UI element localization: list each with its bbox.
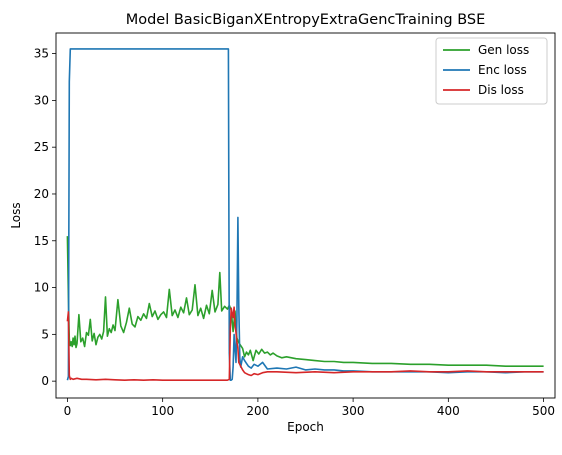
y-axis: 0 5 10 15 20 25 30 35 (34, 47, 56, 388)
y-tick-label: 0 (41, 374, 49, 388)
series-layer (66, 48, 544, 382)
x-tick-label: 100 (151, 404, 174, 418)
y-tick-label: 25 (34, 140, 49, 154)
series-line-gen-loss (66, 236, 544, 368)
plot-area (55, 32, 556, 399)
x-tick-label: 0 (64, 404, 72, 418)
y-tick-label: 15 (34, 234, 49, 248)
y-tick-label: 35 (34, 47, 49, 61)
y-tick-label: 10 (34, 281, 49, 295)
plot-frame (55, 32, 556, 399)
y-tick-label: 30 (34, 93, 49, 107)
chart-title: Model BasicBiganXEntropyExtraGencTrainin… (126, 12, 486, 28)
legend-label: Gen loss (478, 43, 529, 57)
y-tick-label: 20 (34, 187, 49, 201)
x-tick-label: 500 (532, 404, 555, 418)
x-tick-label: 400 (437, 404, 460, 418)
y-tick-label: 5 (41, 327, 49, 341)
x-axis-label: Epoch (287, 420, 324, 434)
legend-box (435, 37, 548, 105)
series-line-dis-loss (66, 306, 544, 382)
y-axis-label: Loss (9, 202, 23, 228)
legend-label: Enc loss (478, 63, 527, 77)
x-tick-label: 200 (246, 404, 269, 418)
legend: Gen loss Enc loss Dis loss (435, 37, 548, 105)
legend-label: Dis loss (478, 83, 524, 97)
x-axis: 0 100 200 300 400 500 (64, 398, 555, 418)
x-tick-label: 300 (342, 404, 365, 418)
